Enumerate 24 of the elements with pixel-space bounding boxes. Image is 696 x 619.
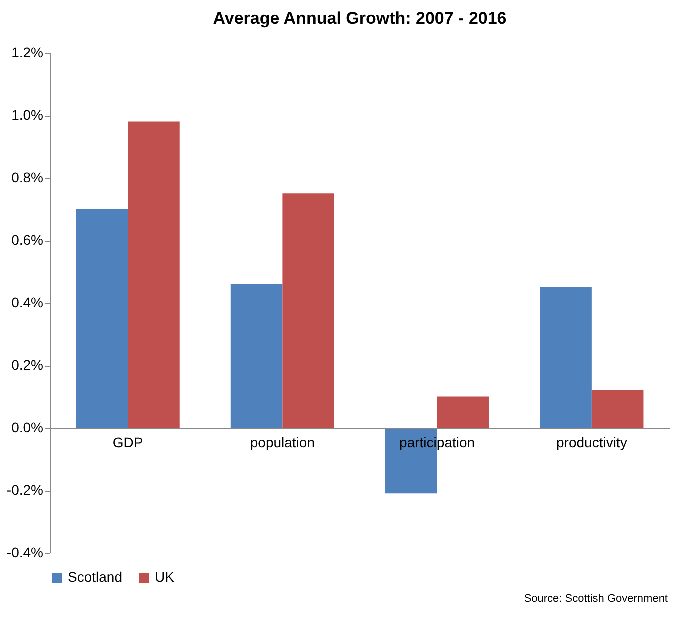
bar [437, 396, 490, 428]
chart-title: Average Annual Growth: 2007 - 2016 [213, 9, 507, 28]
y-tick-label: 0.6% [12, 232, 44, 248]
y-tick-label: 0.0% [12, 420, 44, 436]
x-tick-label: GDP [112, 434, 144, 450]
y-tick-label: 1.0% [12, 107, 44, 123]
y-tick-label: 0.4% [12, 294, 44, 310]
y-tick-label: 0.2% [12, 357, 44, 373]
legend-label: Scotland [68, 569, 122, 585]
x-tick-label: productivity [556, 434, 628, 450]
y-tick-label: -0.4% [6, 544, 44, 560]
source-note: Source: Scottish Government [524, 593, 668, 605]
y-tick-label: -0.2% [6, 482, 44, 498]
x-tick-label: population [250, 434, 316, 450]
x-tick-label: participation [400, 434, 476, 450]
bar [230, 284, 283, 428]
bar [592, 390, 644, 428]
bar [128, 122, 180, 428]
bar [282, 194, 334, 428]
bar [540, 287, 592, 428]
y-tick-label: 1.2% [12, 44, 44, 60]
bar [76, 209, 128, 428]
legend-label: UK [155, 569, 176, 585]
y-tick-label: 0.8% [12, 170, 44, 186]
